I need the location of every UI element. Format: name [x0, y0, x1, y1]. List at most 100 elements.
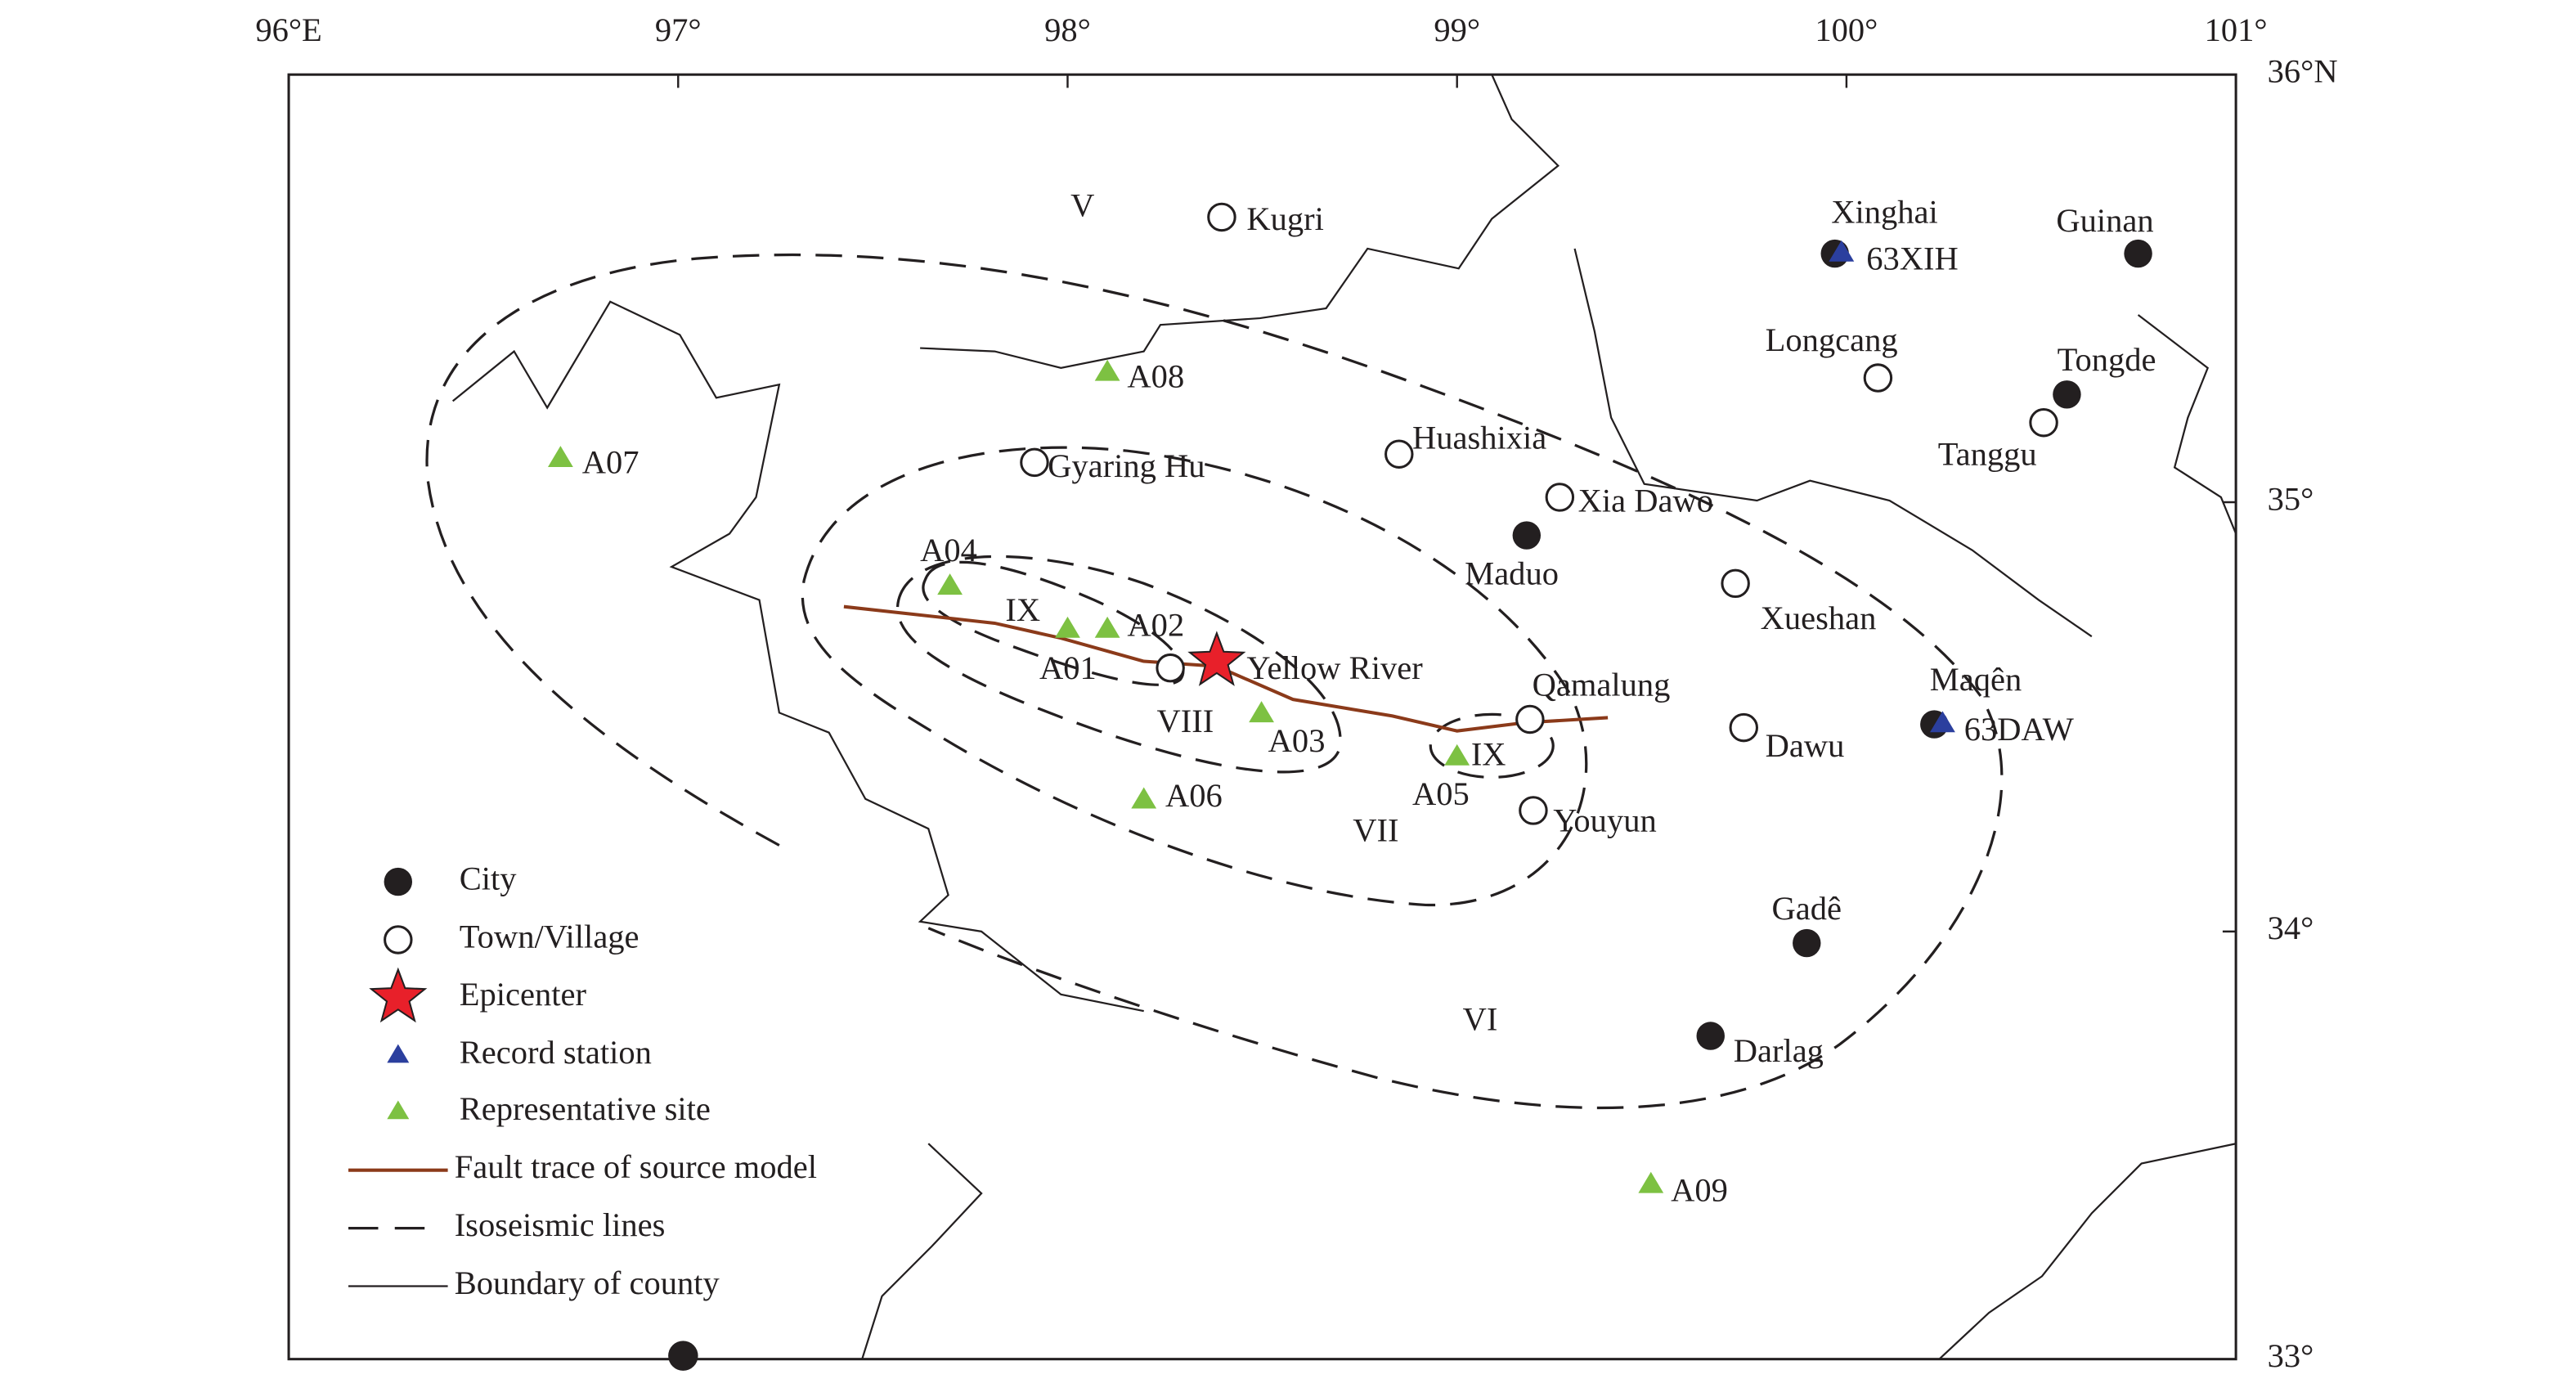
- town-symbol: [1515, 704, 1545, 734]
- town-label: Huashixia: [1412, 419, 1546, 456]
- city-label: Gadê: [1772, 890, 1842, 927]
- town-label: Xueshan: [1761, 600, 1877, 636]
- longitude-label: 101°: [2205, 11, 2268, 48]
- county-boundaries: [451, 74, 2237, 1360]
- county-boundary: [861, 1143, 983, 1360]
- city-label: Tongde: [2058, 341, 2156, 378]
- town-label: Kugri: [1246, 200, 1324, 237]
- isoseismic-line: [1429, 712, 1555, 779]
- town-label: Yellow River: [1246, 649, 1423, 686]
- town-symbol: [1545, 483, 1575, 512]
- triangle-symbol: [547, 446, 573, 468]
- triangle-symbol: [1094, 359, 1120, 381]
- city-symbol: [2124, 239, 2152, 268]
- triangle-symbol: [1055, 616, 1080, 638]
- epicenter-symbol: [369, 967, 428, 1023]
- site-label: A02: [1127, 606, 1184, 643]
- city-symbol: [1696, 1022, 1725, 1050]
- site-label: A03: [1268, 722, 1326, 759]
- town-symbol: [1863, 363, 1893, 393]
- town-label: Youyun: [1553, 802, 1657, 838]
- city-label: Xinghai: [1831, 194, 1938, 231]
- triangle-symbol: [937, 573, 963, 595]
- site-label: A07: [582, 444, 640, 481]
- city-label: Guinan: [2056, 202, 2153, 239]
- site-label: A04: [920, 532, 977, 568]
- longitude-label: 98°: [1044, 11, 1091, 48]
- city-symbol: [1512, 521, 1542, 550]
- legend-label: City: [460, 860, 518, 896]
- longitude-label: 97°: [655, 11, 702, 48]
- station-label: 63DAW: [1964, 711, 2075, 748]
- city-symbol: [668, 1341, 698, 1371]
- fault-trace: [843, 604, 1609, 733]
- epicenter-symbol: [1187, 631, 1246, 686]
- town-symbol: [2029, 408, 2058, 438]
- site-label: A08: [1127, 357, 1184, 394]
- site-label: A01: [1039, 649, 1097, 686]
- triangle-symbol: [1444, 743, 1470, 766]
- intensity-label: VI: [1463, 1001, 1498, 1038]
- county-boundary: [920, 74, 1560, 370]
- intensity-label: VIII: [1156, 703, 1214, 739]
- town-label: Qamalung: [1533, 666, 1671, 703]
- town-label: Dawu: [1766, 727, 1845, 764]
- longitude-label: 99°: [1434, 11, 1480, 48]
- town-symbol: [1384, 439, 1414, 469]
- town-symbol: [1156, 653, 1185, 683]
- triangle-symbol: [1094, 616, 1120, 638]
- legend-label: Epicenter: [460, 976, 587, 1013]
- city-symbol: [2053, 380, 2081, 409]
- latitude-label: 33°: [2268, 1337, 2314, 1374]
- town-symbol: [1207, 202, 1236, 232]
- triangle-symbol: [1829, 240, 1855, 262]
- city-label: Maduo: [1465, 555, 1559, 591]
- latitude-label: 35°: [2268, 480, 2314, 517]
- county-boundary: [451, 300, 1144, 1013]
- isoseismic-line: [801, 446, 1588, 907]
- legend-label: Isoseismic lines: [455, 1206, 666, 1243]
- county-boundary: [2137, 314, 2237, 534]
- town-symbol: [1729, 712, 1759, 743]
- site-label: A05: [1412, 775, 1470, 812]
- town-label: Longcang: [1766, 321, 1898, 358]
- county-boundary: [1573, 248, 2093, 638]
- isoseismic-line: [425, 253, 2004, 1110]
- county-boundary: [1938, 1143, 2237, 1360]
- legend-city: [384, 867, 413, 896]
- isoseismic-line: [922, 560, 1185, 686]
- triangle-symbol: [1249, 701, 1274, 723]
- city-symbol: [1793, 928, 1821, 958]
- town-label: Gyaring Hu: [1048, 447, 1205, 484]
- town-label: Xia Dawo: [1578, 482, 1713, 519]
- latitude-label: 36°N: [2268, 52, 2338, 89]
- town-label: Tanggu: [1938, 436, 2037, 473]
- triangle-symbol: [1131, 787, 1157, 809]
- legend-town: [384, 925, 413, 955]
- triangle-symbol: [1930, 711, 1955, 733]
- site-label: A06: [1165, 777, 1223, 814]
- intensity-label: IX: [1471, 735, 1506, 772]
- city-label: Maqên: [1930, 661, 2022, 698]
- legend-label: Boundary of county: [455, 1264, 720, 1301]
- town-symbol: [1721, 568, 1750, 599]
- latitude-label: 34°: [2268, 910, 2314, 946]
- intensity-label: VII: [1353, 812, 1398, 849]
- city-label: Darlag: [1734, 1032, 1824, 1069]
- legend-label: Fault trace of source model: [455, 1148, 817, 1185]
- triangle-symbol: [387, 1044, 410, 1063]
- site-label: A09: [1671, 1171, 1728, 1208]
- intensity-label: IX: [1005, 591, 1040, 628]
- triangle-symbol: [1638, 1171, 1664, 1193]
- legend-label: Record station: [460, 1034, 652, 1071]
- town-symbol: [1020, 447, 1049, 478]
- legend-label: Town/Village: [460, 918, 640, 955]
- isoseismic-lines: [425, 253, 2004, 1110]
- triangle-symbol: [387, 1100, 410, 1120]
- longitude-label: 96°E: [255, 11, 321, 48]
- longitude-label: 100°: [1815, 11, 1878, 48]
- town-symbol: [1519, 796, 1548, 825]
